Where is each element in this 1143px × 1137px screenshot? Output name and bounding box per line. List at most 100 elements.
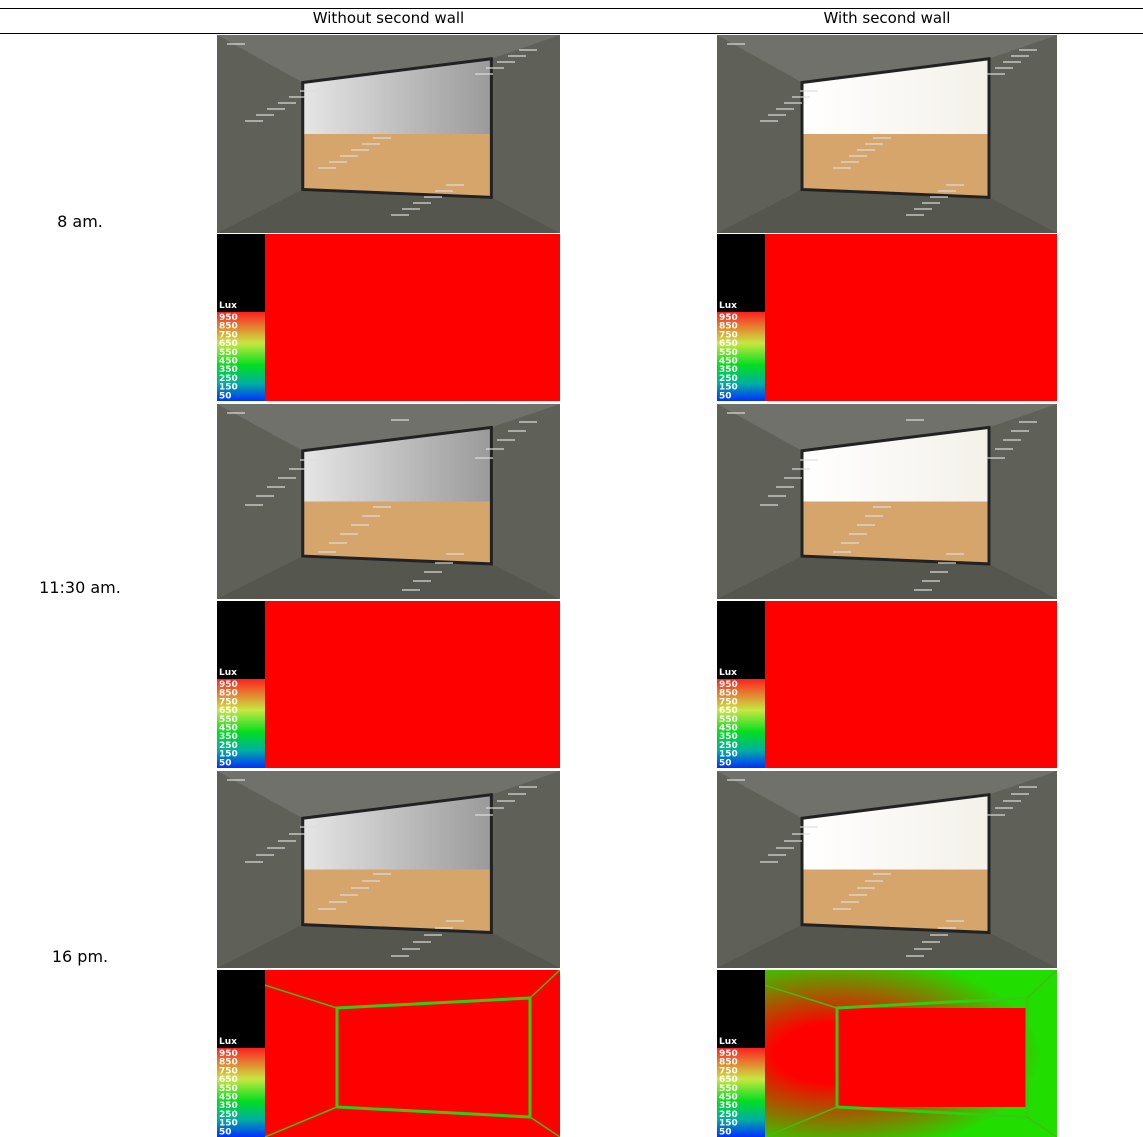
legend-tick: 50	[719, 1127, 732, 1137]
render-image	[717, 404, 1057, 599]
legend-tick: 50	[719, 391, 732, 401]
lux-marker	[475, 457, 493, 459]
lux-marker	[391, 214, 409, 216]
lux-marker	[914, 208, 932, 210]
lux-marker	[849, 155, 867, 157]
row-label: 11:30 am.	[0, 578, 160, 597]
lux-marker	[435, 927, 453, 929]
lux-marker	[776, 108, 794, 110]
lux-marker	[329, 901, 347, 903]
legend-title: Lux	[719, 301, 737, 311]
lux-marker	[289, 468, 307, 470]
heatmap-image: Lux95085075065055045035025015050	[217, 601, 560, 768]
lux-marker	[849, 533, 867, 535]
lux-marker	[857, 887, 875, 889]
lux-marker	[278, 840, 296, 842]
lux-marker	[776, 847, 794, 849]
lux-marker	[475, 73, 493, 75]
lux-marker	[995, 448, 1013, 450]
lux-marker	[1019, 49, 1037, 51]
lux-marker	[278, 102, 296, 104]
lux-marker	[914, 948, 932, 950]
window-ground	[802, 134, 989, 197]
lux-marker	[784, 477, 802, 479]
window-ground	[303, 134, 492, 197]
lux-marker	[300, 459, 318, 461]
header-rule	[0, 33, 1143, 34]
heat-field	[217, 970, 560, 1137]
lux-marker	[857, 149, 875, 151]
lux-marker	[946, 920, 964, 922]
lux-marker	[800, 459, 818, 461]
lux-marker	[497, 61, 515, 63]
lux-marker	[1011, 55, 1029, 57]
heatmap-image: Lux95085075065055045035025015050	[217, 234, 560, 401]
heatmap-image: Lux95085075065055045035025015050	[717, 234, 1057, 401]
heatmap-image: Lux95085075065055045035025015050	[217, 970, 560, 1137]
lux-marker	[267, 486, 285, 488]
lux-marker	[413, 580, 431, 582]
lux-marker	[995, 807, 1013, 809]
lux-marker	[938, 562, 956, 564]
legend-title: Lux	[219, 668, 237, 678]
heat-field	[217, 234, 560, 401]
lux-marker	[760, 504, 778, 506]
lux-marker	[508, 430, 526, 432]
render-image	[217, 35, 560, 233]
lux-marker	[946, 553, 964, 555]
lux-marker	[987, 457, 1005, 459]
lux-marker	[833, 167, 851, 169]
lux-marker	[413, 202, 431, 204]
lux-marker	[424, 196, 442, 198]
lux-marker	[922, 580, 940, 582]
lux-marker	[227, 412, 245, 414]
lux-marker	[768, 495, 786, 497]
lux-marker	[351, 887, 369, 889]
heat-field	[217, 601, 560, 768]
lux-marker	[300, 90, 318, 92]
render-image	[217, 771, 560, 968]
lux-marker	[256, 114, 274, 116]
row-label: 16 pm.	[0, 947, 160, 966]
lux-marker	[362, 143, 380, 145]
heatmap-image: Lux95085075065055045035025015050	[717, 970, 1057, 1137]
lux-marker	[906, 214, 924, 216]
legend-tick: 50	[719, 758, 732, 768]
lux-marker	[1019, 786, 1037, 788]
legend-tick: 50	[219, 758, 232, 768]
render-image	[717, 35, 1057, 233]
lux-marker	[227, 779, 245, 781]
lux-marker	[402, 589, 420, 591]
lux-marker	[914, 589, 932, 591]
lux-marker	[1003, 439, 1021, 441]
lux-marker	[373, 137, 391, 139]
render-image	[217, 404, 560, 599]
lux-marker	[849, 894, 867, 896]
lux-marker	[245, 861, 263, 863]
lux-marker	[227, 43, 245, 45]
lux-marker	[841, 542, 859, 544]
lux-marker	[446, 184, 464, 186]
lux-marker	[267, 108, 285, 110]
lux-marker	[930, 934, 948, 936]
row-label: 8 am.	[0, 212, 160, 231]
lux-marker	[987, 814, 1005, 816]
lux-marker	[873, 137, 891, 139]
lux-marker	[289, 833, 307, 835]
lux-marker	[865, 515, 883, 517]
lux-marker	[784, 840, 802, 842]
lux-marker	[727, 412, 745, 414]
lux-marker	[329, 161, 347, 163]
lux-marker	[256, 495, 274, 497]
lux-marker	[256, 854, 274, 856]
lux-marker	[792, 96, 810, 98]
lux-marker	[289, 96, 307, 98]
lux-marker	[768, 114, 786, 116]
lux-marker	[245, 504, 263, 506]
lux-marker	[792, 468, 810, 470]
lux-marker	[906, 955, 924, 957]
lux-marker	[435, 562, 453, 564]
lux-marker	[497, 800, 515, 802]
heatmap-image: Lux95085075065055045035025015050	[717, 601, 1057, 768]
legend-tick: 50	[219, 1127, 232, 1137]
